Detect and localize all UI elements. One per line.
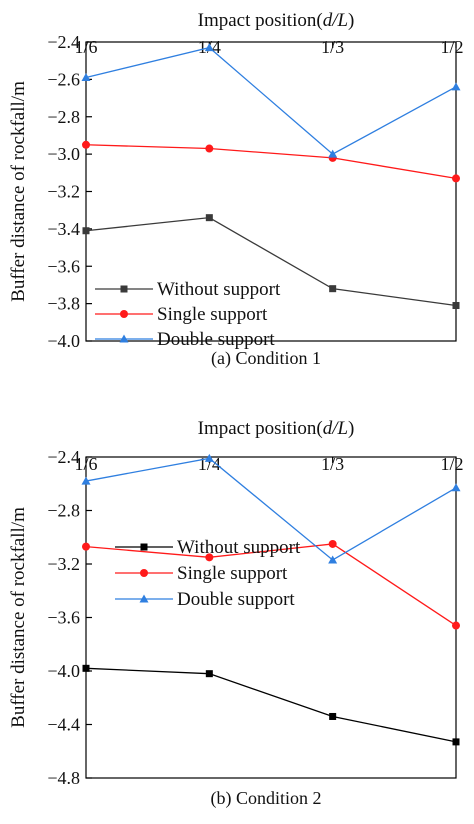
series-line (85, 46, 457, 155)
chart-2: Impact position(d/L) Buffer distance of r… (8, 418, 464, 809)
data-point-triangle (451, 82, 461, 91)
y-tick-label: −4.8 (47, 768, 80, 788)
data-point-triangle (328, 149, 338, 158)
data-point-square (205, 214, 213, 222)
legend-label: Double support (157, 329, 275, 350)
x-tick-label: 1/2 (440, 37, 463, 57)
x-axis-title: Impact position(d/L) (198, 10, 355, 31)
data-point-triangle (328, 555, 338, 564)
y-tick-label: −3.4 (47, 219, 80, 239)
x-tick-label: 1/3 (321, 37, 344, 57)
data-point-square (82, 227, 90, 235)
y-tick-label: −2.4 (47, 32, 80, 52)
data-point-triangle (451, 483, 461, 492)
series-line (85, 667, 457, 743)
series-line (85, 543, 457, 627)
data-point-square (82, 664, 90, 672)
y-axis-title: Buffer distance of rockfall/m (8, 81, 29, 302)
data-point-square (329, 712, 337, 720)
figure-caption: (a) Condition 1 (211, 348, 321, 369)
y-tick-label: −2.8 (47, 107, 80, 127)
data-point-circle (140, 569, 148, 577)
y-tick-label: −2.4 (47, 447, 80, 467)
data-point-circle (205, 553, 214, 562)
data-point-triangle (81, 476, 91, 485)
series-single-support (82, 140, 460, 183)
y-tick-label: −3.2 (47, 554, 80, 574)
series-line (85, 144, 457, 180)
y-tick-label: −2.6 (47, 69, 80, 89)
series-line (85, 457, 457, 561)
series-double-support (81, 43, 461, 158)
y-tick-label: −3.6 (47, 608, 80, 628)
data-point-circle (205, 144, 214, 153)
legend-label: Double support (177, 589, 295, 610)
x-tick-label: 1/2 (440, 454, 463, 474)
series-double-support (81, 453, 461, 564)
data-point-triangle (139, 594, 149, 603)
data-point-square (452, 738, 460, 746)
series-single-support (82, 539, 460, 630)
data-point-triangle (119, 334, 129, 343)
legend-item: Without support (115, 537, 301, 558)
y-tick-label: −4.4 (47, 715, 80, 735)
x-axis-title: Impact position(d/L) (198, 418, 355, 439)
series-line (85, 216, 457, 307)
data-point-circle (328, 539, 337, 548)
x-tick-label: 1/6 (74, 454, 97, 474)
y-tick-label: −4.0 (47, 331, 80, 351)
y-axis-title: Buffer distance of rockfall/m (8, 507, 29, 728)
legend-label: Without support (157, 279, 281, 300)
figure-caption: (b) Condition 2 (211, 788, 322, 809)
data-point-square (452, 301, 460, 309)
y-tick-label: −3.8 (47, 294, 80, 314)
data-point-circle (120, 310, 128, 318)
data-point-circle (82, 140, 90, 149)
data-point-circle (452, 174, 460, 183)
legend-item: Double support (115, 589, 295, 610)
legend-label: Single support (157, 304, 268, 325)
y-tick-label: −4.0 (47, 661, 80, 681)
data-point-circle (452, 621, 460, 630)
legend-item: Single support (95, 304, 268, 325)
data-point-triangle (204, 43, 214, 52)
data-point-triangle (204, 453, 214, 462)
legend-label: Single support (177, 563, 288, 584)
chart-1: Impact position(d/L) Buffer distance of r… (8, 10, 464, 369)
y-tick-label: −3.6 (47, 256, 80, 276)
y-tick-label: −2.8 (47, 501, 80, 521)
data-point-square (120, 285, 128, 293)
legend-label: Without support (177, 537, 301, 558)
y-tick-label: −3.2 (47, 182, 80, 202)
data-point-square (329, 285, 337, 293)
legend-item: Double support (95, 329, 275, 350)
data-point-circle (82, 542, 90, 551)
legend-item: Single support (115, 563, 288, 584)
data-point-square (205, 670, 213, 678)
x-tick-label: 1/3 (321, 454, 344, 474)
y-tick-label: −3.0 (47, 144, 80, 164)
series-without-support (82, 664, 460, 746)
legend-item: Without support (95, 279, 281, 300)
data-point-square (140, 543, 148, 551)
data-point-triangle (81, 73, 91, 82)
series-without-support (82, 214, 460, 309)
